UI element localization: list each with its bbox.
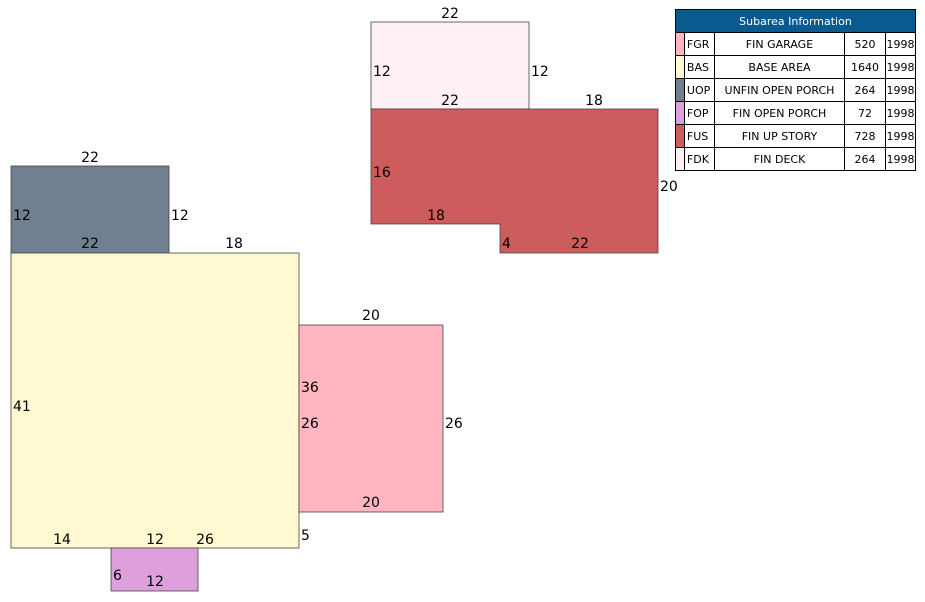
legend-year: 1998	[884, 78, 917, 102]
legend-title: Subarea Information	[675, 9, 916, 33]
fus-right-dim: 20	[660, 179, 678, 195]
legend-year: 1998	[884, 147, 917, 171]
legend-row: UOP UNFIN OPEN PORCH 264 1998	[675, 78, 917, 102]
fus-step-dim: 18	[427, 208, 445, 224]
legend-row: FDK FIN DECK 264 1998	[675, 147, 917, 171]
bas-bottom-mid-dim: 12	[146, 532, 164, 548]
fgr-area	[298, 324, 444, 513]
legend-swatch	[675, 78, 685, 102]
legend-swatch	[675, 147, 685, 171]
legend-area: 728	[844, 124, 886, 148]
bas-left-dim: 41	[13, 399, 31, 415]
subarea-legend: Subarea Information FGR FIN GARAGE 520 1…	[675, 9, 917, 171]
legend-code: BAS	[683, 55, 715, 79]
uop-top-dim: 22	[81, 150, 99, 166]
fus-area	[370, 108, 659, 254]
uop-left-dim: 12	[13, 208, 31, 224]
legend-area: 264	[844, 147, 886, 171]
legend-year: 1998	[884, 101, 917, 125]
bas-corner-dim: 5	[301, 528, 310, 544]
fus-top-right-dim: 18	[585, 93, 603, 109]
legend-area: 1640	[844, 55, 886, 79]
legend-area: 72	[844, 101, 886, 125]
fdk-left-dim: 12	[373, 64, 391, 80]
legend-row: FOP FIN OPEN PORCH 72 1998	[675, 101, 917, 125]
fgr-right-dim: 26	[445, 416, 463, 432]
legend-code: FDK	[683, 147, 715, 171]
legend-code: FUS	[683, 124, 715, 148]
legend-desc: FIN DECK	[713, 147, 846, 171]
legend-swatch	[675, 55, 685, 79]
uop-right-dim: 12	[171, 208, 189, 224]
fus-top-left-dim: 22	[441, 93, 459, 109]
legend-year: 1998	[884, 55, 917, 79]
fdk-top-dim: 22	[441, 6, 459, 22]
legend-desc: FIN UP STORY	[713, 124, 846, 148]
fgr-left-dim: 26	[301, 416, 319, 432]
fop-bottom-dim: 12	[146, 574, 164, 590]
legend-row: BAS BASE AREA 1640 1998	[675, 55, 917, 79]
bas-bottom-left-dim: 14	[53, 532, 71, 548]
legend-area: 520	[844, 32, 886, 56]
legend-code: FOP	[683, 101, 715, 125]
bas-right-dim: 36	[301, 380, 319, 396]
legend-code: FGR	[683, 32, 715, 56]
bas-top-left-dim: 22	[81, 236, 99, 252]
fdk-right-dim: 12	[531, 64, 549, 80]
legend-desc: BASE AREA	[713, 55, 846, 79]
legend-area: 264	[844, 78, 886, 102]
legend-code: UOP	[683, 78, 715, 102]
legend-desc: FIN OPEN PORCH	[713, 101, 846, 125]
legend-year: 1998	[884, 32, 917, 56]
legend-desc: UNFIN OPEN PORCH	[713, 78, 846, 102]
fus-left-dim: 16	[373, 165, 391, 181]
fop-area	[110, 547, 199, 592]
bas-bottom-right-dim: 26	[196, 532, 214, 548]
legend-swatch	[675, 124, 685, 148]
fop-left-dim: 6	[113, 568, 122, 584]
legend-row: FGR FIN GARAGE 520 1998	[675, 32, 917, 56]
fdk-area	[370, 21, 530, 110]
bas-top-right-dim: 18	[225, 236, 243, 252]
legend-year: 1998	[884, 124, 917, 148]
legend-row: FUS FIN UP STORY 728 1998	[675, 124, 917, 148]
fgr-bottom-dim: 20	[362, 495, 380, 511]
bas-area	[10, 252, 300, 549]
fus-step-v-dim: 4	[502, 236, 511, 252]
legend-swatch	[675, 32, 685, 56]
legend-swatch	[675, 101, 685, 125]
fus-bottom-dim: 22	[571, 236, 589, 252]
legend-desc: FIN GARAGE	[713, 32, 846, 56]
fgr-top-dim: 20	[362, 308, 380, 324]
